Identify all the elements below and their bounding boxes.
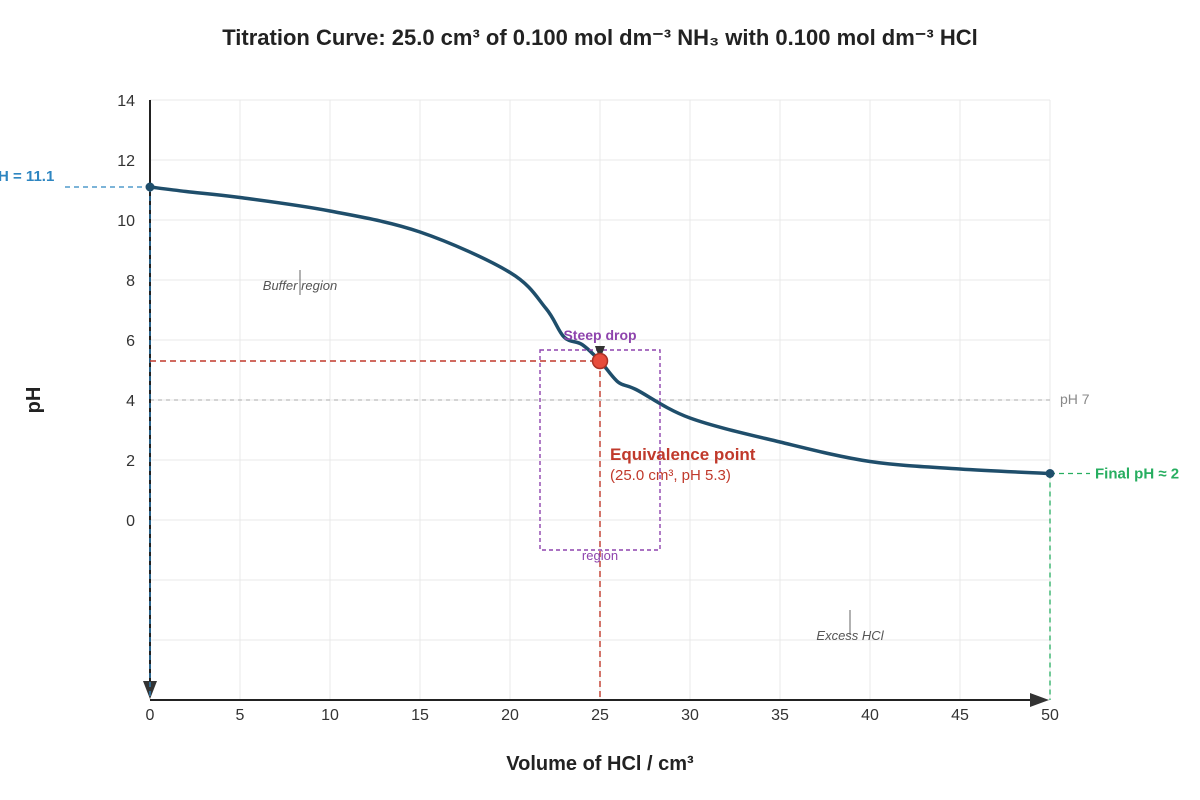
- x-axis-arrowhead: [1030, 693, 1049, 707]
- x-tick-label: 45: [951, 707, 969, 724]
- equivalence-detail: (25.0 cm³, pH 5.3): [610, 467, 731, 484]
- equivalence-label: Equivalence point: [610, 445, 756, 464]
- titration-curve: [148, 185, 1052, 476]
- y-tick-label: 4: [126, 393, 135, 410]
- chart-title: Titration Curve: 25.0 cm³ of 0.100 mol d…: [222, 25, 977, 50]
- reference-lines: pH 7: [150, 391, 1090, 407]
- x-tick-label: 30: [681, 707, 699, 724]
- ph7-label: pH 7: [1060, 391, 1090, 407]
- x-tick-label: 35: [771, 707, 789, 724]
- axes: [143, 100, 1049, 707]
- x-tick-label: 20: [501, 707, 519, 724]
- steep-drop-label: Steep drop: [563, 327, 636, 343]
- region-label: region: [582, 548, 618, 563]
- y-tick-label: 8: [126, 273, 135, 290]
- curve-layer: [148, 185, 1052, 476]
- y-tick-label: 0: [126, 513, 135, 530]
- y-axis-label: pH: [23, 387, 45, 414]
- x-tick-label: 25: [591, 707, 609, 724]
- x-tick-label: 50: [1041, 707, 1059, 724]
- final-ph-label: Final pH ≈ 2: [1095, 466, 1179, 483]
- start-ph-label: H = 11.1: [0, 168, 54, 185]
- x-axis-label: Volume of HCl / cm³: [506, 753, 694, 775]
- x-tick-label: 40: [861, 707, 879, 724]
- excess-hcl-label: Excess HCl: [816, 628, 884, 643]
- y-tick-label: 10: [117, 213, 135, 230]
- y-tick-label: 2: [126, 453, 135, 470]
- y-tick-label: 14: [117, 93, 135, 110]
- annotations: H = 11.1 Final pH ≈ 2 Steep drop region Equi…: [0, 168, 1179, 700]
- y-tick-label: 6: [126, 333, 135, 350]
- buffer-region-label: Buffer region: [263, 278, 337, 293]
- x-tick-label: 15: [411, 707, 429, 724]
- equivalence-point-marker: [591, 352, 609, 370]
- x-tick-label: 0: [146, 707, 155, 724]
- final-point: [1045, 469, 1055, 478]
- y-axis-arrowhead: [143, 681, 157, 699]
- x-tick-label: 10: [321, 707, 339, 724]
- y-tick-label: 12: [117, 153, 135, 170]
- start-point: [145, 182, 155, 192]
- x-tick-label: 5: [236, 707, 245, 724]
